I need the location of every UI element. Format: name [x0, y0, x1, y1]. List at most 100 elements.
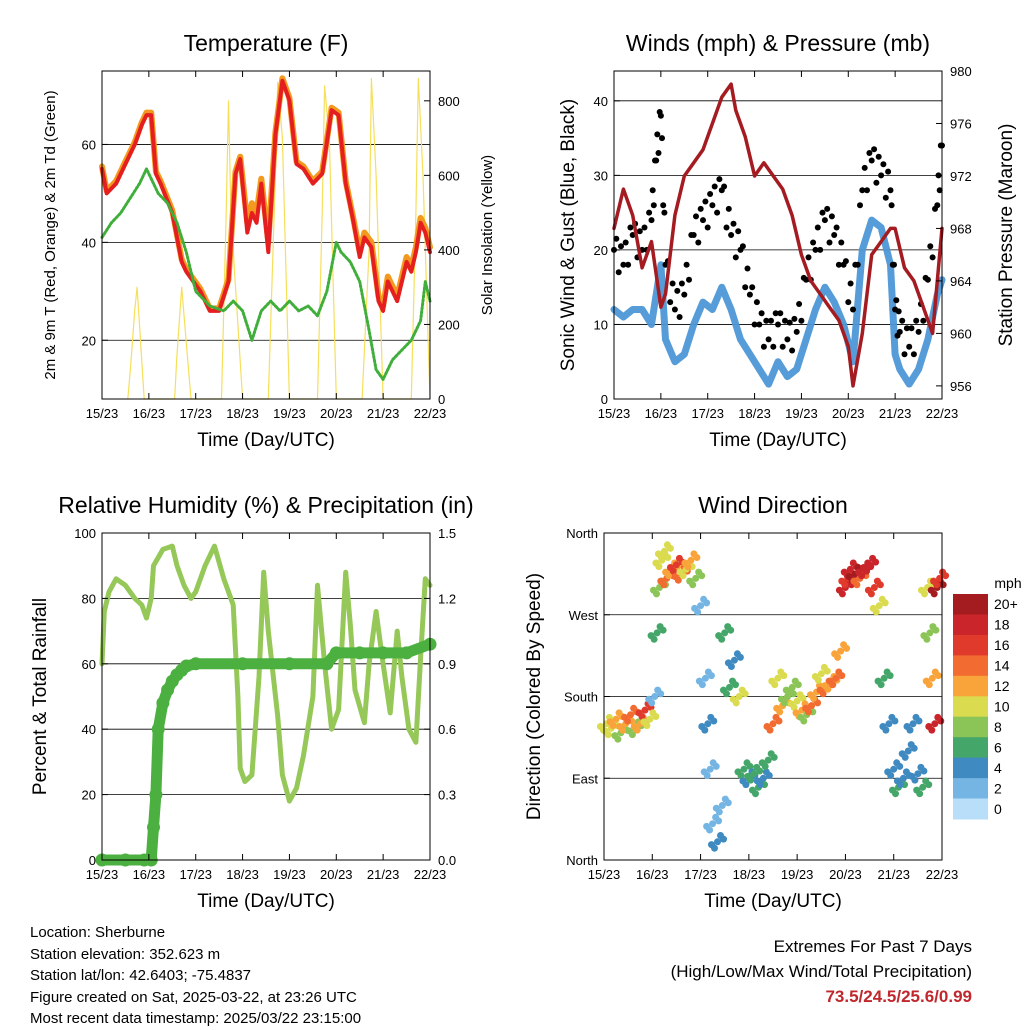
direction-point [942, 572, 950, 580]
gust-point [702, 198, 709, 205]
colorbar-label-8: 4 [994, 760, 1002, 776]
y-right-tick-label-0: 0 [438, 392, 445, 407]
direction-point [689, 581, 697, 589]
direction-point [703, 599, 711, 607]
direction-point [937, 717, 945, 725]
rainfall-point [329, 646, 343, 660]
gust-point [866, 150, 873, 156]
y-tick-label-2: South [564, 690, 598, 705]
direction-point [766, 726, 774, 734]
direction-point [841, 581, 849, 589]
gust-point [893, 297, 900, 304]
direction-point [928, 674, 936, 682]
direction-point [800, 717, 808, 725]
direction-point [890, 765, 898, 773]
direction-point [814, 699, 822, 707]
series-2m-dewpoint [100, 167, 432, 381]
y-tick-label-4: North [566, 526, 598, 541]
gust-point [817, 246, 824, 253]
y-right-tick-label-4: 1.2 [438, 591, 456, 606]
rainfall-point [149, 788, 163, 802]
direction-point [660, 581, 668, 589]
direction-point [704, 720, 712, 728]
x-tick-label-3: 18/23 [226, 867, 259, 882]
direction-point [706, 765, 714, 773]
x-tick-label-5: 20/23 [829, 867, 862, 882]
gust-point [655, 150, 662, 156]
gust-point [709, 202, 716, 209]
temperature-panel: 15/23 16/23 17/23 18/23 19/23 20/23 21/23 22/23… [42, 30, 496, 451]
direction-point [726, 683, 733, 691]
direction-point [891, 717, 899, 725]
x-tick-label-1: 16/23 [133, 406, 166, 421]
direction-point [785, 690, 793, 698]
y-right-tick-label-3: 968 [950, 221, 972, 236]
direction-point [875, 602, 883, 610]
gust-point [615, 269, 622, 276]
direction-point [701, 726, 709, 734]
y-axis-label: 2m & 9m T (Red, Orange) & 2m Td (Green) [42, 90, 59, 379]
direction-point [939, 581, 947, 589]
x-tick-label-0: 15/23 [86, 867, 119, 882]
direction-point [707, 672, 715, 680]
latlon-text: Station lat/lon: 42.6403; -75.4837 [30, 967, 252, 985]
direction-point [650, 635, 658, 643]
direction-point [932, 626, 940, 634]
x-tick-label-0: 15/23 [588, 867, 621, 882]
direction-point [886, 672, 894, 680]
direction-point [742, 781, 750, 789]
gust-point [920, 317, 927, 324]
colorbar-swatch-4 [953, 675, 988, 697]
gust-point [758, 310, 765, 317]
x-tick-label-2: 17/23 [179, 867, 212, 882]
x-tick-label-1: 16/23 [636, 867, 669, 882]
created-text: Figure created on Sat, 2025-03-22, at 23… [30, 988, 357, 1006]
gust-point [782, 317, 788, 324]
gust-point [798, 317, 805, 324]
gust-point [725, 205, 732, 212]
direction-point [752, 790, 759, 798]
x-tick-label-6: 21/23 [877, 867, 910, 882]
direction-point [674, 576, 682, 584]
gust-point [910, 351, 917, 358]
x-axis-label: Time (Day/UTC) [704, 891, 842, 912]
y-right-tick-label-2: 0.6 [438, 722, 456, 737]
direction-point [694, 608, 702, 616]
direction-point [838, 672, 846, 680]
gust-point [711, 183, 718, 190]
direction-point [934, 672, 942, 680]
gust-point [934, 202, 941, 209]
colorbar-label-4: 12 [994, 678, 1010, 694]
direction-point [775, 717, 783, 725]
gust-point [746, 291, 753, 298]
direction-point [853, 581, 861, 589]
gust-point [786, 319, 793, 326]
gust-point [789, 347, 796, 354]
y-right-tick-label-2: 400 [438, 243, 460, 258]
direction-point [909, 720, 917, 728]
y-right-tick-label-1: 200 [438, 317, 460, 332]
x-tick-label-3: 18/23 [738, 406, 771, 421]
direction-point [765, 772, 773, 779]
y-tick-label-2: 40 [82, 722, 96, 737]
direction-point [925, 781, 933, 789]
gust-point [739, 243, 746, 250]
x-axis-label: Time (Day/UTC) [197, 430, 335, 451]
y-tick-label-4: 40 [594, 94, 608, 109]
direction-point [915, 717, 923, 725]
direction-point [911, 776, 919, 784]
gust-point [646, 209, 653, 216]
direction-point [829, 681, 837, 689]
direction-point [923, 635, 931, 643]
gust-point [899, 317, 906, 324]
rainfall-point [282, 657, 296, 671]
direction-point [823, 667, 831, 675]
direction-point [727, 663, 735, 670]
direction-point [896, 762, 904, 770]
gust-point [772, 310, 779, 317]
y-right-tick-label-3: 0.9 [438, 657, 456, 672]
gust-point [753, 299, 760, 306]
direction-point [788, 683, 796, 691]
direction-point [846, 565, 854, 573]
x-tick-label-4: 19/23 [273, 867, 306, 882]
